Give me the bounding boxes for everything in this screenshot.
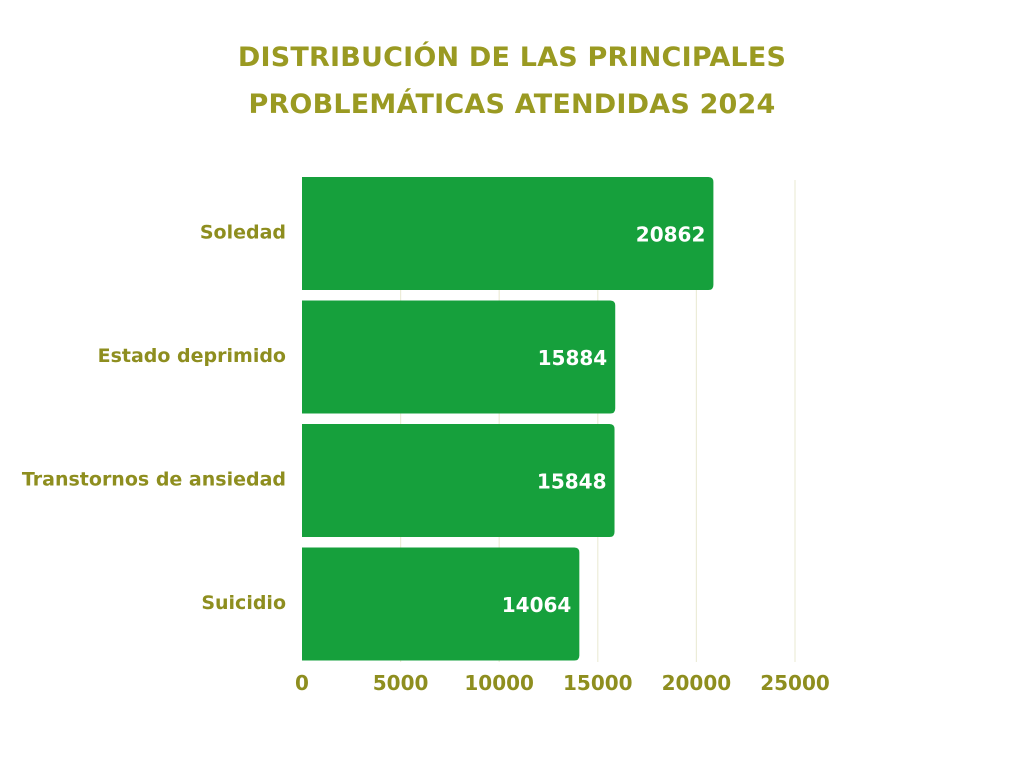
category-label-2: Transtornos de ansiedad (22, 469, 286, 491)
x-tick-label-5: 25000 (760, 671, 830, 695)
chart-title: DISTRIBUCIÓN DE LAS PRINCIPALES PROBLEMÁ… (112, 34, 912, 128)
bar-1 (302, 300, 616, 414)
chart-title-line-2: PROBLEMÁTICAS ATENDIDAS 2024 (248, 89, 776, 120)
bar-3 (302, 547, 580, 661)
x-tick-label-2: 10000 (464, 671, 534, 695)
bar-value-label-1: 15884 (538, 346, 608, 370)
x-tick-label-1: 5000 (373, 671, 429, 695)
x-axis-tick-labels: 0 5000 10000 15000 20000 25000 (295, 671, 830, 695)
category-label-0: Soledad (200, 222, 286, 244)
bar-value-label-0: 20862 (636, 223, 706, 247)
bar-0 (302, 177, 714, 290)
chart-title-line-1: DISTRIBUCIÓN DE LAS PRINCIPALES (237, 42, 787, 73)
x-tick-label-3: 15000 (563, 671, 633, 695)
bars: 20862 15884 15848 14064 (302, 177, 714, 661)
bar-2 (302, 424, 615, 537)
bar-value-label-3: 14064 (502, 593, 572, 617)
category-label-3: Suicidio (201, 592, 286, 614)
x-tick-label-0: 0 (295, 671, 309, 695)
x-tick-label-4: 20000 (662, 671, 732, 695)
category-label-1: Estado deprimido (98, 345, 286, 367)
bar-value-label-2: 15848 (537, 470, 607, 494)
category-labels: Soledad Estado deprimido Transtornos de an… (22, 222, 286, 615)
